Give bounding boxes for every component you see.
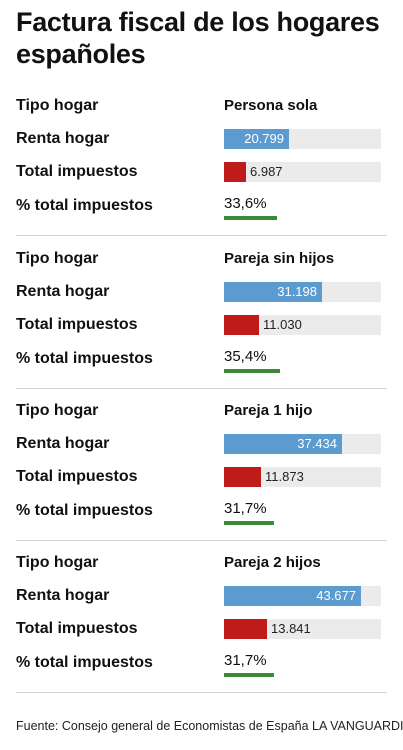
- pct-bar: [224, 216, 277, 220]
- row-label-renta: Renta hogar: [16, 283, 110, 300]
- row-label-pct: % total impuestos: [16, 197, 153, 214]
- section-divider: [16, 540, 387, 541]
- household-type-value: Pareja 2 hijos: [224, 554, 321, 571]
- impuestos-value-label: 13.841: [271, 621, 311, 636]
- pct-bar: [224, 369, 280, 373]
- impuestos-value-label: 11.030: [263, 317, 302, 332]
- pct-value-label: 35,4%: [224, 348, 267, 365]
- renta-bar-track: 37.434: [224, 434, 381, 454]
- row-label-renta: Renta hogar: [16, 587, 110, 604]
- row-label-pct: % total impuestos: [16, 350, 153, 367]
- renta-bar-track: 20.799: [224, 129, 381, 149]
- impuestos-bar: [224, 162, 246, 182]
- impuestos-bar: [224, 619, 267, 639]
- renta-bar: 20.799: [224, 129, 289, 149]
- household-type-value: Pareja sin hijos: [224, 250, 335, 267]
- section-divider: [16, 692, 387, 693]
- impuestos-bar-track: 11.873: [224, 467, 381, 487]
- source-footer: Fuente: Consejo general de Economistas d…: [16, 719, 403, 733]
- impuestos-bar-track: 13.841: [224, 619, 381, 639]
- section-divider: [16, 388, 387, 389]
- row-label-tipo: Tipo hogar: [16, 554, 99, 571]
- impuestos-bar: [224, 315, 259, 335]
- impuestos-bar: [224, 467, 261, 487]
- row-label-impuestos: Total impuestos: [16, 620, 138, 637]
- household-block: Tipo hogar Renta hogar Total impuestos % to…: [0, 88, 403, 238]
- pct-bar: [224, 521, 274, 525]
- impuestos-value-label: 6.987: [250, 164, 283, 179]
- renta-bar-track: 43.677: [224, 586, 381, 606]
- renta-bar-track: 31.198: [224, 282, 381, 302]
- row-label-pct: % total impuestos: [16, 654, 153, 671]
- household-block: Tipo hogar Renta hogar Total impuestos % to…: [0, 393, 403, 543]
- household-block: Tipo hogar Renta hogar Total impuestos % to…: [0, 545, 403, 695]
- household-type-value: Persona sola: [224, 97, 318, 114]
- row-label-renta: Renta hogar: [16, 130, 110, 147]
- pct-bar: [224, 673, 274, 677]
- renta-value-label: 37.434: [297, 436, 337, 451]
- chart-title: Factura fiscal de los hogares españoles: [16, 7, 380, 69]
- renta-bar: 31.198: [224, 282, 322, 302]
- section-divider: [16, 235, 387, 236]
- row-label-pct: % total impuestos: [16, 502, 153, 519]
- row-label-impuestos: Total impuestos: [16, 163, 138, 180]
- renta-value-label: 20.799: [244, 131, 284, 146]
- impuestos-bar-track: 11.030: [224, 315, 381, 335]
- household-type-value: Pareja 1 hijo: [224, 402, 313, 419]
- row-label-tipo: Tipo hogar: [16, 97, 99, 114]
- pct-value-label: 31,7%: [224, 500, 267, 517]
- renta-value-label: 31.198: [277, 284, 317, 299]
- row-label-tipo: Tipo hogar: [16, 402, 99, 419]
- pct-value-label: 33,6%: [224, 195, 267, 212]
- renta-value-label: 43.677: [316, 588, 356, 603]
- row-label-impuestos: Total impuestos: [16, 316, 138, 333]
- row-label-renta: Renta hogar: [16, 435, 110, 452]
- renta-bar: 43.677: [224, 586, 361, 606]
- renta-bar: 37.434: [224, 434, 342, 454]
- pct-value-label: 31,7%: [224, 652, 267, 669]
- impuestos-value-label: 11.873: [265, 469, 304, 484]
- household-block: Tipo hogar Renta hogar Total impuestos % to…: [0, 241, 403, 391]
- impuestos-bar-track: 6.987: [224, 162, 381, 182]
- row-label-tipo: Tipo hogar: [16, 250, 99, 267]
- row-label-impuestos: Total impuestos: [16, 468, 138, 485]
